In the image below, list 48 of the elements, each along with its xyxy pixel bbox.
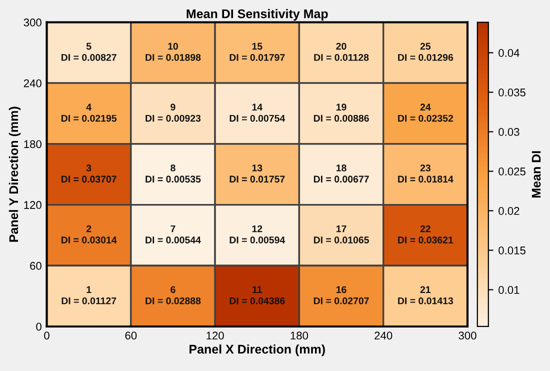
x-tick-label: 240 — [374, 332, 392, 340]
data-label: 23 DI = 0.01814 — [398, 164, 454, 183]
data-label: 13 DI = 0.01757 — [230, 164, 285, 183]
color-bar-label: 0.025 — [498, 168, 526, 176]
data-label: 9 DI = 0.00923 — [146, 104, 201, 122]
data-label: 15 DI = 0.01797 — [230, 42, 285, 61]
data-label: 22 DI = 0.03621 — [398, 225, 454, 244]
chart-title: Mean DI Sensitivity Map — [186, 9, 328, 21]
y-axis-title: Panel Y Direction (mm) — [8, 106, 21, 242]
data-label: 10 DI = 0.01898 — [146, 42, 201, 61]
y-tick-label: 60 — [30, 262, 42, 270]
data-label: 3 DI = 0.03707 — [62, 164, 116, 183]
data-label: 7 DI = 0.00544 — [146, 225, 201, 244]
x-tick-label: 180 — [290, 332, 308, 340]
data-label: 14 DI = 0.00754 — [230, 104, 286, 122]
data-label: 4 DI = 0.02195 — [62, 104, 117, 122]
color-bar-label: 0.01 — [498, 286, 520, 294]
data-label: 20 DI = 0.01128 — [314, 42, 369, 61]
color-bar-label: 0.015 — [498, 246, 526, 254]
data-label: 12 DI = 0.00594 — [230, 225, 286, 244]
data-label: 6 DI = 0.02888 — [146, 286, 201, 304]
color-bar-label: 0.02 — [498, 207, 520, 215]
data-label: 11 DI = 0.04386 — [230, 286, 285, 304]
data-label: 1 DI = 0.01127 — [62, 286, 116, 304]
data-label: 25 DI = 0.01296 — [398, 42, 454, 61]
x-tick-label: 60 — [125, 332, 137, 340]
y-tick-label: 120 — [24, 201, 42, 209]
x-axis-title: Panel X Direction (mm) — [190, 344, 325, 356]
color-bar-label: 0.04 — [498, 49, 520, 57]
data-label: 21 DI = 0.01413 — [398, 286, 454, 304]
x-tick-label: 120 — [206, 332, 224, 340]
data-label: 5 DI = 0.00827 — [62, 42, 116, 61]
y-tick-label: 300 — [24, 18, 42, 26]
data-label: 24 DI = 0.02352 — [398, 104, 454, 122]
data-label: 16 DI = 0.02707 — [314, 286, 369, 304]
y-tick-label: 0 — [36, 322, 42, 331]
data-label: 8 DI = 0.00535 — [146, 164, 201, 183]
data-label: 17 DI = 0.01065 — [314, 225, 369, 244]
color-bar-label: 0.03 — [498, 128, 520, 136]
data-label: 18 DI = 0.00677 — [314, 164, 369, 183]
color-bar-label: 0.035 — [498, 88, 526, 96]
y-tick-label: 240 — [24, 79, 42, 88]
x-tick-label: 300 — [458, 332, 476, 340]
x-tick-label: 0 — [44, 332, 50, 340]
color-bar-title: Mean DI — [532, 151, 541, 198]
data-label: 19 DI = 0.00886 — [314, 104, 369, 122]
y-tick-label: 180 — [24, 140, 42, 148]
data-label: 2 DI = 0.03014 — [62, 225, 117, 244]
